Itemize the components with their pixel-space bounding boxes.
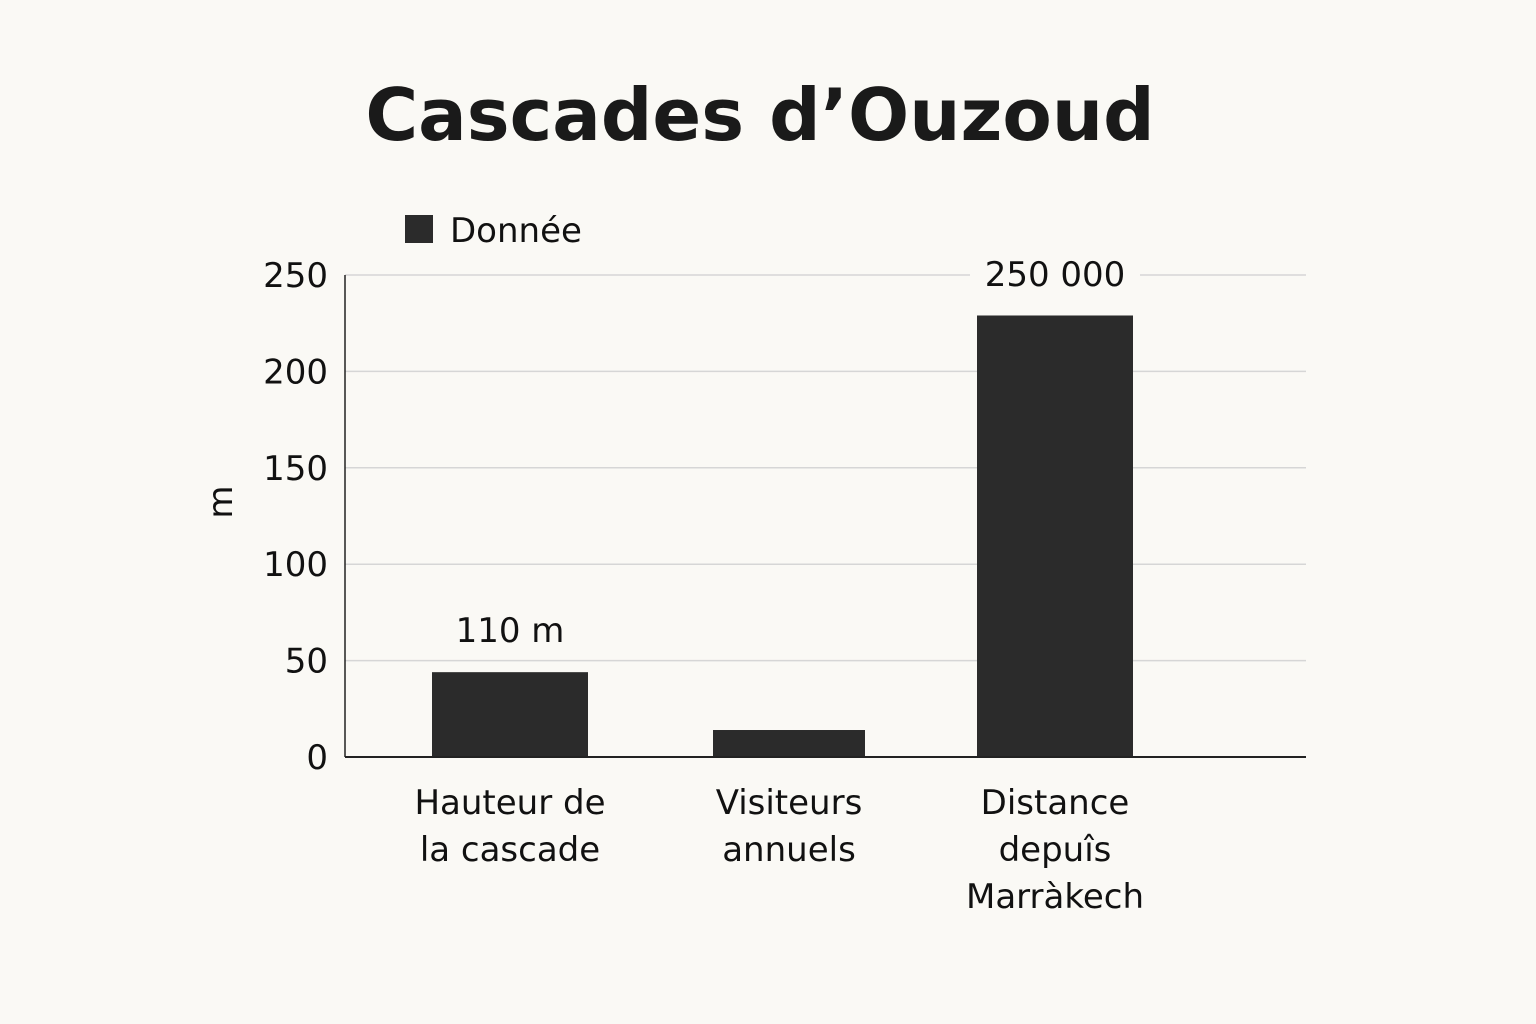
bar bbox=[977, 315, 1133, 757]
legend-swatch bbox=[405, 215, 433, 243]
y-tick-label: 100 bbox=[263, 545, 328, 585]
x-tick-label-line: annuels bbox=[722, 830, 856, 870]
y-tick-labels: 0 50 100 150 200 250 bbox=[263, 256, 328, 778]
x-tick-label-line: la cascade bbox=[420, 830, 600, 870]
x-tick-label: Distance depuîs Marràkech bbox=[966, 783, 1144, 917]
x-tick-label-line: depuîs bbox=[999, 830, 1112, 870]
y-tick-label: 200 bbox=[263, 352, 328, 392]
data-label-background bbox=[970, 256, 1140, 290]
y-tick-label: 250 bbox=[263, 256, 328, 296]
x-tick-labels: Hauteur de la cascade Visiteurs annuels Dist… bbox=[414, 783, 1144, 917]
x-tick-label-line: Visiteurs bbox=[716, 783, 863, 823]
x-tick-label: Visiteurs annuels bbox=[716, 783, 863, 870]
chart-title: Cascades d’Ouzoud bbox=[365, 73, 1154, 157]
x-tick-label-line: Marràkech bbox=[966, 877, 1144, 917]
bars bbox=[432, 315, 1133, 757]
legend: Donnée bbox=[405, 211, 582, 251]
x-tick-label-line: Distance bbox=[981, 783, 1130, 823]
y-tick-label: 50 bbox=[285, 642, 328, 682]
bar bbox=[713, 730, 865, 757]
legend-label: Donnée bbox=[450, 211, 582, 251]
data-label: 250 000 bbox=[985, 255, 1126, 295]
gridlines bbox=[345, 274, 1306, 662]
x-tick-label: Hauteur de la cascade bbox=[414, 783, 605, 870]
y-tick-label: 0 bbox=[306, 738, 328, 778]
y-axis-label: m bbox=[201, 485, 241, 518]
bar bbox=[432, 672, 588, 757]
data-labels: 110 m 250 000 bbox=[456, 255, 1140, 651]
data-label: 110 m bbox=[456, 611, 565, 651]
y-tick-label: 150 bbox=[263, 449, 328, 489]
x-tick-label-line: Hauteur de bbox=[414, 783, 605, 823]
